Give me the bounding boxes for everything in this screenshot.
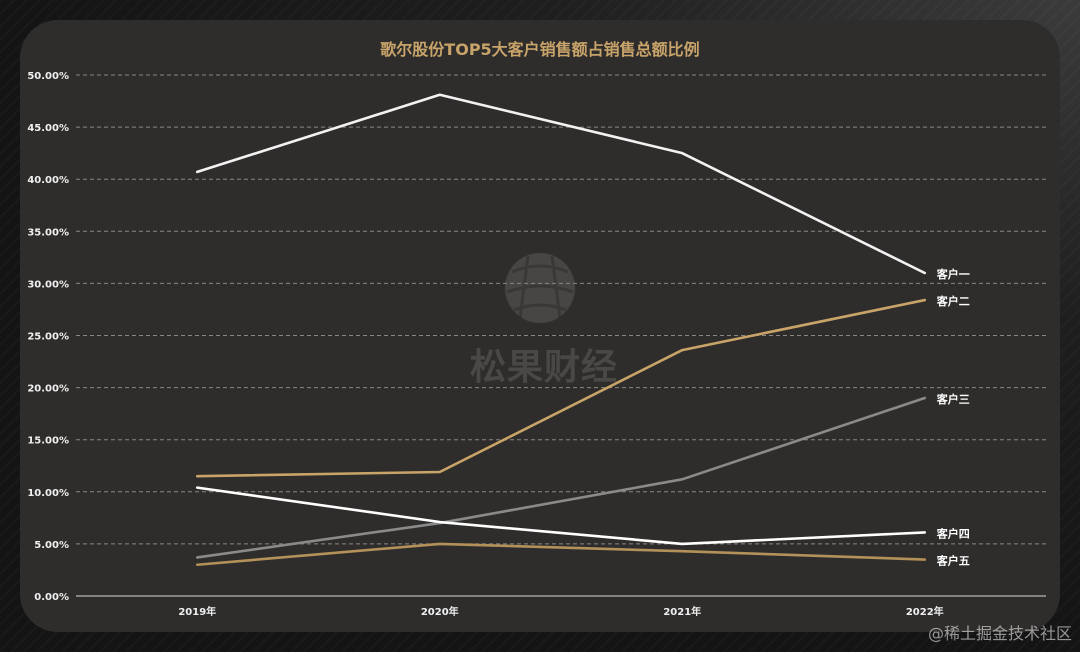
series-line [195, 93, 927, 275]
series-label: 客户一 [936, 267, 970, 281]
x-tick-label: 2020年 [421, 605, 459, 618]
watermark-logo-icon [505, 253, 575, 323]
series-label: 客户三 [936, 392, 970, 406]
series-label: 客户二 [936, 294, 970, 308]
y-tick-label: 20.00% [27, 384, 69, 395]
y-tick-label: 15.00% [27, 436, 69, 447]
watermark-text: 松果财经 [470, 347, 619, 388]
y-tick-label: 0.00% [34, 592, 69, 603]
chart-title: 歌尔股份TOP5大客户销售额占销售总额比例 [380, 40, 700, 59]
axes: 0.00% 5.00% 10.00% 15.00% 20.00% 25.00% 30.00%… [27, 71, 1046, 618]
y-tick-label: 50.00% [27, 71, 69, 82]
series-line [195, 396, 927, 559]
x-tick-label: 2022年 [906, 605, 944, 618]
series-label: 客户五 [936, 554, 970, 568]
series-line [195, 298, 927, 478]
y-tick-label: 30.00% [27, 279, 69, 290]
y-tick-label: 5.00% [34, 540, 69, 551]
x-tick-label: 2021年 [663, 605, 701, 618]
x-tick-label: 2019年 [178, 605, 216, 618]
y-tick-label: 35.00% [27, 227, 69, 238]
series-line [195, 486, 927, 546]
series-line [195, 542, 927, 567]
grid [76, 74, 1046, 545]
series-label: 客户四 [936, 526, 970, 540]
credit-text: @稀土掘金技术社区 [927, 624, 1072, 643]
y-tick-label: 10.00% [27, 488, 69, 499]
y-tick-label: 45.00% [27, 123, 69, 134]
y-tick-label: 40.00% [27, 175, 69, 186]
y-tick-label: 25.00% [27, 332, 69, 343]
